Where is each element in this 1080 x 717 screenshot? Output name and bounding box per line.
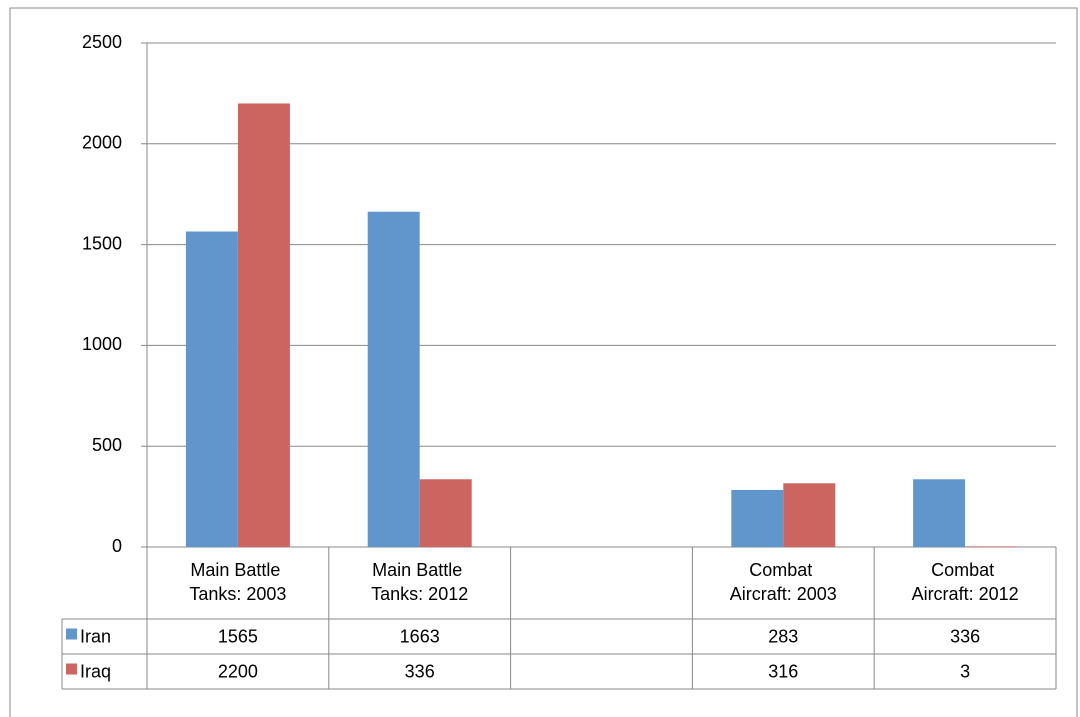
x-tick-label: Main Battle Tanks: 2003 — [189, 560, 286, 604]
table-value: 2200 — [218, 661, 258, 681]
legend-label: Iran — [80, 626, 111, 646]
table-value: 283 — [768, 626, 798, 646]
legend-label: Iraq — [80, 661, 111, 681]
y-tick-label: 1500 — [82, 233, 122, 253]
y-tick-label: 2500 — [82, 32, 122, 52]
table-value: 3 — [960, 661, 970, 681]
y-tick-label: 0 — [112, 536, 122, 556]
bar — [237, 103, 290, 547]
bar — [965, 546, 1018, 547]
table-value: 336 — [950, 626, 980, 646]
table-value: 1663 — [400, 626, 440, 646]
y-tick-label: 500 — [92, 435, 122, 455]
bar — [783, 483, 836, 547]
y-tick-label: 1000 — [82, 334, 122, 354]
x-tick-label: Combat Aircraft: 2012 — [912, 560, 1019, 604]
chart-frame — [9, 7, 1078, 717]
bar — [419, 479, 472, 547]
bar — [367, 211, 420, 547]
bar — [185, 231, 238, 547]
y-tick-label: 2000 — [82, 133, 122, 153]
table-value: 316 — [768, 661, 798, 681]
table-value: 336 — [405, 661, 435, 681]
x-tick-label: Combat Aircraft: 2003 — [730, 560, 837, 604]
x-tick-label: Main Battle Tanks: 2012 — [371, 560, 468, 604]
table-value: 1565 — [218, 626, 258, 646]
legend-key — [66, 628, 77, 640]
bar — [913, 479, 966, 547]
bar — [731, 489, 784, 547]
legend-key — [66, 663, 77, 675]
